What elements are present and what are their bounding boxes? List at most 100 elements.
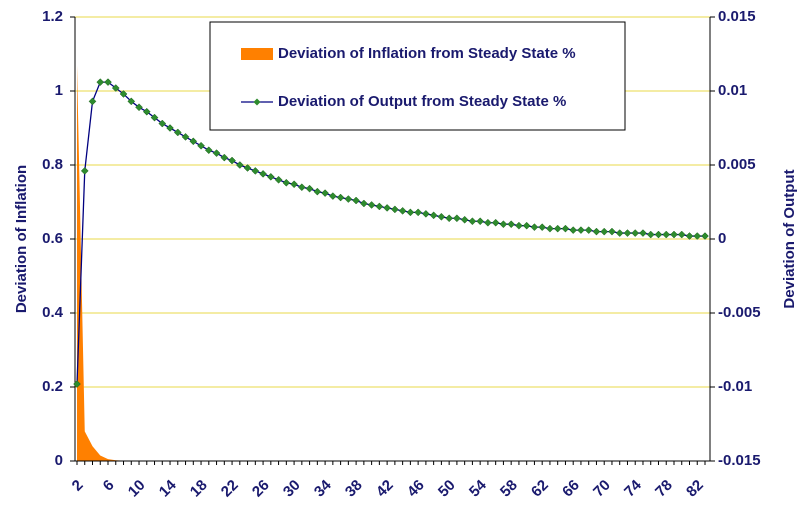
- marker: [228, 156, 236, 165]
- x-tick-label: 46: [404, 477, 428, 501]
- marker: [701, 232, 709, 240]
- y2-tick-label: 0.01: [718, 82, 747, 99]
- x-tick-label: 70: [590, 477, 614, 501]
- x-tick-label: 42: [373, 477, 397, 501]
- legend-label: Deviation of Inflation from Steady State…: [278, 45, 576, 62]
- marker: [445, 214, 454, 223]
- marker: [476, 217, 485, 226]
- marker: [336, 193, 345, 202]
- marker: [569, 226, 578, 234]
- marker: [507, 220, 516, 229]
- marker: [499, 220, 508, 229]
- marker: [530, 223, 539, 232]
- marker: [360, 199, 368, 208]
- x-tick-label: 58: [497, 477, 521, 501]
- marker: [111, 84, 120, 92]
- x-tick-label: 54: [466, 476, 490, 500]
- x-tick-label: 14: [156, 476, 180, 500]
- x-tick-label: 18: [187, 477, 211, 501]
- marker: [189, 137, 198, 146]
- x-tick-label: 66: [559, 477, 583, 501]
- y2-tick-label: -0.015: [718, 452, 761, 469]
- marker: [592, 227, 601, 236]
- marker: [328, 192, 337, 200]
- marker: [158, 119, 167, 128]
- marker: [96, 78, 105, 86]
- y-tick-label: 0.6: [42, 230, 63, 247]
- marker: [406, 208, 415, 217]
- marker: [677, 230, 686, 239]
- marker: [577, 226, 585, 234]
- legend-swatch: [241, 48, 273, 60]
- marker: [352, 196, 360, 205]
- marker: [142, 107, 151, 116]
- marker: [522, 221, 531, 230]
- marker: [243, 164, 252, 172]
- marker: [491, 218, 500, 227]
- marker: [685, 232, 694, 240]
- x-tick-label: 34: [311, 476, 335, 500]
- x-tick-label: 10: [125, 477, 149, 501]
- marker: [437, 212, 446, 221]
- marker: [375, 202, 384, 211]
- legend-box: [209, 21, 626, 131]
- x-tick-label: 62: [528, 477, 552, 501]
- marker: [104, 78, 112, 86]
- marker: [639, 229, 647, 237]
- legend-label: Deviation of Output from Steady State %: [278, 93, 566, 110]
- y-tick-label: 0: [55, 452, 63, 469]
- marker: [398, 207, 407, 215]
- marker: [73, 380, 81, 388]
- marker: [135, 103, 143, 112]
- y2-tick-label: -0.01: [718, 378, 752, 395]
- marker: [414, 208, 422, 217]
- x-tick-label: 26: [249, 477, 273, 501]
- x-tick-label: 22: [218, 477, 242, 501]
- x-tick-label: 78: [652, 477, 676, 501]
- line: [76, 81, 705, 385]
- y-tick-label: 0.2: [42, 378, 63, 395]
- marker: [204, 146, 213, 155]
- x-tick-label: 38: [342, 477, 366, 501]
- marker: [297, 183, 306, 192]
- marker: [484, 218, 492, 227]
- marker: [453, 214, 461, 223]
- marker: [290, 180, 298, 189]
- marker: [313, 187, 322, 196]
- x-tick-label: 50: [435, 477, 459, 501]
- marker: [623, 229, 632, 237]
- marker: [538, 223, 547, 232]
- marker: [561, 224, 570, 233]
- marker: [608, 227, 616, 236]
- legend-marker: [253, 98, 261, 106]
- marker: [391, 205, 399, 214]
- marker: [305, 184, 314, 193]
- marker: [422, 209, 430, 218]
- marker: [119, 90, 128, 98]
- marker: [220, 153, 229, 162]
- marker: [197, 141, 205, 150]
- marker: [546, 224, 554, 233]
- marker: [615, 229, 624, 237]
- marker: [282, 178, 291, 187]
- marker: [251, 167, 260, 175]
- y-tick-label: 1: [55, 82, 63, 99]
- marker: [646, 230, 655, 239]
- marker: [429, 211, 438, 220]
- marker: [654, 230, 663, 239]
- marker: [150, 113, 159, 122]
- marker: [515, 221, 523, 230]
- marker: [212, 149, 221, 158]
- marker: [173, 128, 182, 137]
- y2-axis-title: Deviation of Output: [781, 169, 798, 308]
- x-tick-label: 82: [683, 477, 707, 501]
- y-tick-label: 0.4: [42, 304, 64, 321]
- marker: [662, 230, 671, 239]
- x-tick-label: 2: [69, 477, 87, 495]
- marker: [80, 167, 89, 175]
- marker: [600, 227, 609, 236]
- marker: [584, 226, 593, 234]
- marker: [266, 172, 275, 181]
- marker: [127, 97, 136, 106]
